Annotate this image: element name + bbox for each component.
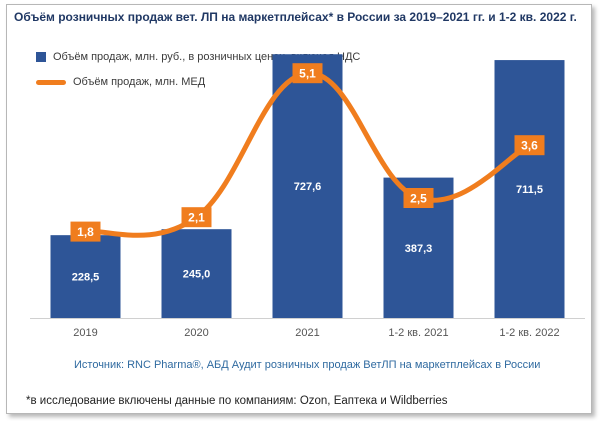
line-value-label-4: 3,6: [521, 139, 538, 153]
legend-swatch-bars: [36, 52, 46, 62]
legend-swatch-line: [36, 79, 66, 85]
line-point-marker-2: [292, 63, 323, 84]
bar-value-label-3: 387,3: [405, 243, 433, 255]
line-value-label-2: 5,1: [299, 67, 316, 81]
footnote: *в исследование включены данные по компа…: [26, 395, 448, 407]
line-point-marker-4: [514, 135, 545, 156]
source-note: Источник: RNC Pharma®, АБД Аудит розничн…: [74, 359, 541, 371]
x-tick-label-1: 2020: [184, 327, 208, 339]
bar-2: [272, 54, 343, 319]
bar-value-label-4: 711,5: [516, 184, 543, 196]
bar-value-label-1: 245,0: [183, 269, 211, 281]
bar-1: [161, 229, 232, 318]
bar-4: [494, 60, 565, 319]
line-point-marker-1: [181, 207, 212, 228]
bar-value-label-2: 727,6: [294, 181, 322, 193]
line-point-marker-3: [403, 188, 434, 208]
x-tick-label-2: 2021: [295, 327, 319, 339]
legend-label-line: Объём продаж, млн. МЕД: [73, 76, 206, 88]
line-value-label-3: 2,5: [410, 192, 427, 206]
bar-0: [50, 235, 121, 318]
line-value-label-1: 2,1: [188, 211, 205, 225]
x-tick-label-0: 2019: [73, 327, 97, 339]
bar-value-label-0: 228,5: [72, 272, 100, 284]
chart-title: Объём розничных продаж вет. ЛП на маркет…: [14, 10, 577, 24]
legend-item-line: Объём продаж, млн. МЕД: [36, 76, 205, 88]
line-value-label-0: 1,8: [77, 225, 94, 239]
x-tick-label-3: 1-2 кв. 2021: [388, 327, 448, 339]
x-tick-label-4: 1-2 кв. 2022: [499, 327, 559, 339]
line-point-marker-0: [70, 221, 101, 242]
